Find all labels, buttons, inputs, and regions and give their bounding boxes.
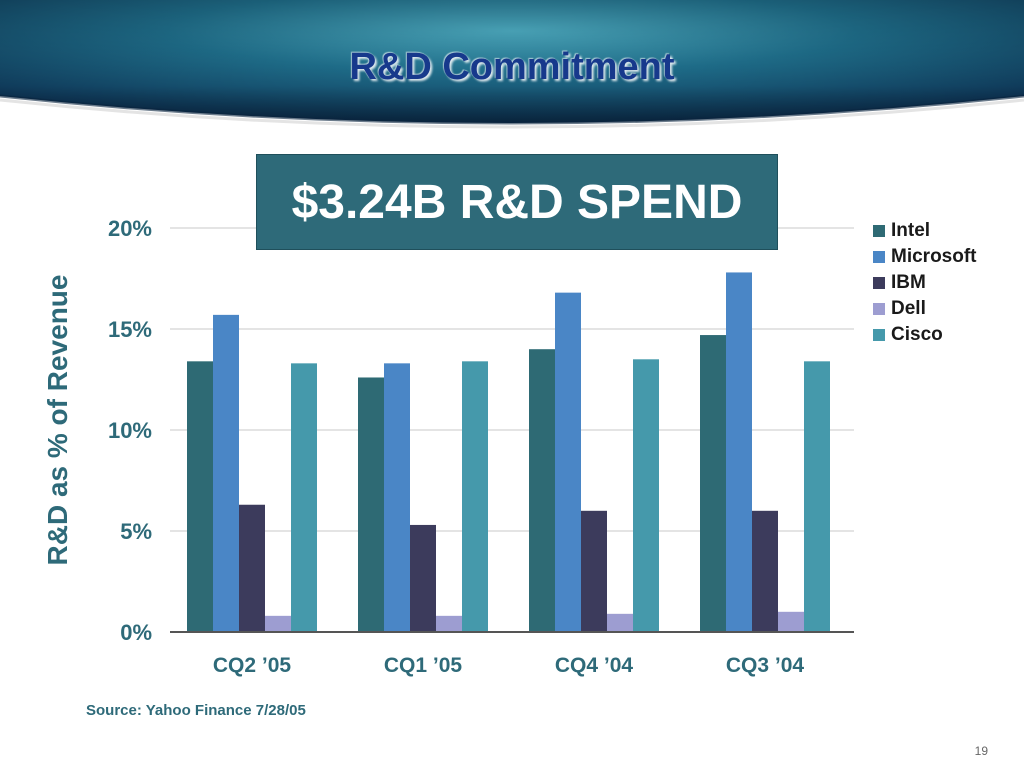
bar-dell-0: [265, 615, 291, 632]
bar-microsoft-1: [384, 363, 410, 632]
header-banner: [0, 0, 1024, 150]
legend-item-ibm: IBM: [873, 270, 977, 296]
bar-cisco-1: [462, 361, 488, 632]
bar-ibm-1: [410, 524, 436, 632]
page-number: 19: [974, 744, 988, 758]
bar-cisco-2: [633, 359, 659, 632]
bar-cisco-3: [804, 361, 830, 632]
x-tick-label: CQ4 ’04: [555, 654, 634, 677]
bar-ibm-0: [239, 504, 265, 632]
bar-microsoft-0: [213, 314, 239, 632]
legend-label: Intel: [891, 220, 931, 241]
legend-item-intel: Intel: [873, 218, 977, 244]
chart-legend: Intel Microsoft IBM Dell Cisco: [873, 218, 977, 348]
x-tick-label: CQ3 ’04: [726, 654, 805, 677]
bar-ibm-2: [581, 510, 607, 632]
bar-dell-3: [778, 611, 804, 632]
bar-ibm-3: [752, 510, 778, 632]
legend-swatch: [873, 329, 885, 341]
legend-swatch: [873, 303, 885, 315]
y-tick-label: 15%: [108, 317, 152, 342]
bar-intel-2: [529, 349, 555, 632]
y-tick-label: 10%: [108, 418, 152, 443]
bar-microsoft-2: [555, 292, 581, 632]
legend-swatch: [873, 277, 885, 289]
y-axis-label: R&D as % of Revenue: [42, 274, 73, 566]
legend-swatch: [873, 225, 885, 237]
legend-label: IBM: [891, 272, 926, 293]
y-tick-label: 20%: [108, 216, 152, 241]
bars: [187, 272, 830, 632]
y-tick-label: 5%: [120, 519, 152, 544]
legend-label: Cisco: [891, 324, 943, 345]
axes: 0% 5% 10% 15% 20% CQ2 ’05 CQ1 ’05 CQ4 ’04 CQ3 ’0…: [108, 216, 854, 677]
bar-intel-1: [358, 377, 384, 632]
x-tick-label: CQ1 ’05: [384, 654, 463, 677]
y-tick-label: 0%: [120, 620, 152, 645]
slide-title: R&D Commitment: [349, 46, 675, 88]
legend-item-dell: Dell: [873, 296, 977, 322]
x-tick-label: CQ2 ’05: [213, 654, 292, 677]
legend-item-cisco: Cisco: [873, 322, 977, 348]
bar-cisco-0: [291, 363, 317, 632]
bar-dell-2: [607, 613, 633, 632]
bar-dell-1: [436, 615, 462, 632]
legend-label: Dell: [891, 298, 926, 319]
banner-background: [0, 0, 1024, 129]
rd-spend-callout: $3.24B R&D SPEND: [256, 154, 778, 250]
legend-swatch: [873, 251, 885, 263]
bar-intel-3: [700, 335, 726, 632]
source-note: Source: Yahoo Finance 7/28/05: [86, 702, 306, 719]
bar-intel-0: [187, 361, 213, 632]
legend-label: Microsoft: [891, 246, 977, 267]
bar-microsoft-3: [726, 272, 752, 632]
legend-item-microsoft: Microsoft: [873, 244, 977, 270]
